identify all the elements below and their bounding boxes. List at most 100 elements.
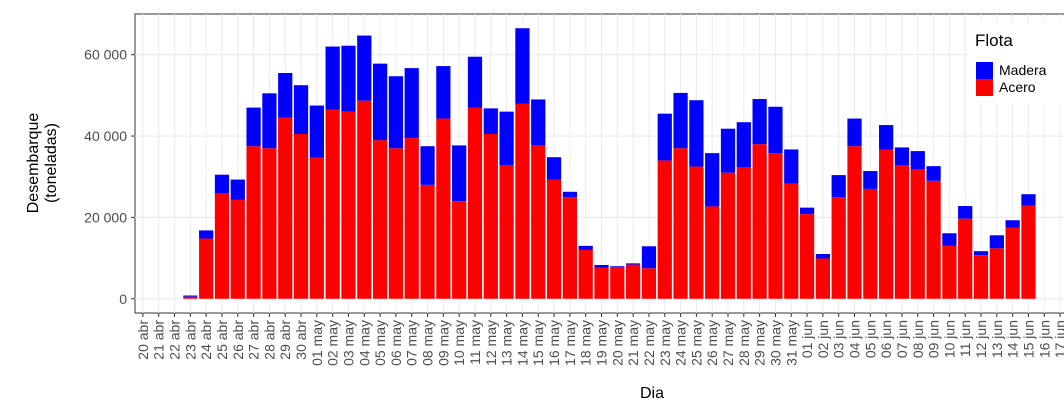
x-tick-label: 08 jun bbox=[910, 320, 926, 358]
bar bbox=[372, 140, 388, 299]
bar bbox=[705, 153, 720, 207]
x-tick-label: 03 jun bbox=[831, 320, 847, 358]
x-tick-label: 05 jun bbox=[862, 320, 878, 358]
bar bbox=[420, 184, 435, 299]
legend-swatch bbox=[976, 62, 993, 79]
bar bbox=[230, 199, 245, 299]
x-tick-label: 08 may bbox=[420, 320, 436, 366]
bar bbox=[214, 192, 230, 299]
bar bbox=[483, 134, 498, 299]
bar bbox=[799, 207, 815, 215]
bar bbox=[578, 249, 593, 299]
bar bbox=[467, 107, 483, 299]
x-tick-label: 02 may bbox=[325, 320, 341, 366]
bar bbox=[1005, 220, 1020, 228]
bar bbox=[183, 295, 198, 297]
bar bbox=[673, 148, 688, 299]
x-tick-label: 26 abr bbox=[230, 320, 246, 360]
x-tick-label: 17 may bbox=[562, 320, 578, 366]
bar bbox=[546, 179, 562, 299]
x-tick-label: 11 jun bbox=[957, 320, 973, 357]
bar bbox=[942, 245, 957, 299]
x-tick-label: 21 abr bbox=[151, 320, 167, 360]
x-tick-label: 09 may bbox=[435, 320, 451, 366]
x-tick-label: 21 may bbox=[625, 320, 641, 366]
x-tick-label: 07 jun bbox=[894, 320, 910, 358]
bar bbox=[594, 264, 609, 268]
bar bbox=[863, 188, 878, 299]
bar bbox=[863, 171, 878, 189]
legend-label: Madera bbox=[999, 62, 1047, 78]
x-tick-label: 03 may bbox=[340, 320, 356, 366]
bar bbox=[230, 179, 245, 200]
x-tick-label: 24 abr bbox=[198, 320, 214, 360]
bar bbox=[531, 99, 546, 145]
y-tick-label: 40 000 bbox=[84, 128, 127, 144]
x-tick-label: 01 jun bbox=[799, 320, 815, 358]
x-tick-label: 28 abr bbox=[261, 320, 277, 360]
y-tick-label: 60 000 bbox=[84, 47, 127, 63]
x-tick-label: 11 may bbox=[467, 320, 483, 365]
bar bbox=[847, 118, 862, 147]
bar bbox=[531, 144, 546, 299]
bar bbox=[926, 180, 941, 299]
x-tick-label: 30 may bbox=[767, 320, 783, 366]
bar bbox=[214, 174, 230, 193]
legend-label: Acero bbox=[999, 79, 1036, 95]
x-tick-label: 23 abr bbox=[182, 320, 198, 360]
bar bbox=[515, 103, 530, 299]
bar bbox=[799, 214, 815, 299]
x-tick-label: 25 abr bbox=[214, 320, 230, 360]
x-tick-label: 12 may bbox=[483, 320, 499, 366]
x-tick-label: 17 jun bbox=[1052, 320, 1064, 358]
x-tick-label: 18 may bbox=[578, 320, 594, 366]
x-tick-label: 10 jun bbox=[941, 320, 957, 358]
bar bbox=[610, 267, 625, 299]
x-tick-label: 13 may bbox=[499, 320, 515, 366]
x-tick-label: 16 jun bbox=[1036, 320, 1052, 358]
x-tick-label: 31 may bbox=[783, 320, 799, 366]
bar bbox=[262, 148, 277, 299]
x-tick-label: 07 may bbox=[404, 320, 420, 366]
bar bbox=[452, 145, 467, 202]
legend-swatch bbox=[976, 79, 993, 96]
bar bbox=[689, 166, 704, 299]
bar bbox=[325, 109, 340, 299]
x-tick-label: 04 may bbox=[356, 320, 372, 366]
bar bbox=[657, 160, 672, 299]
bar bbox=[610, 266, 625, 268]
bar bbox=[309, 105, 324, 158]
bar bbox=[989, 248, 1004, 299]
x-tick-label: 15 jun bbox=[1020, 320, 1036, 358]
x-tick-label: 23 may bbox=[657, 320, 673, 366]
x-tick-label: 06 may bbox=[388, 320, 404, 366]
bar bbox=[483, 108, 498, 135]
bar bbox=[278, 117, 293, 299]
bar bbox=[562, 197, 577, 299]
bar bbox=[546, 157, 562, 180]
x-tick-label: 28 may bbox=[736, 320, 752, 366]
bar bbox=[357, 100, 372, 299]
bar bbox=[404, 68, 419, 139]
y-axis-title: Desembarque bbox=[25, 113, 42, 214]
bar bbox=[562, 191, 577, 198]
x-tick-label: 29 abr bbox=[277, 320, 293, 360]
bar bbox=[910, 151, 925, 170]
bar bbox=[499, 111, 514, 166]
bar bbox=[372, 63, 388, 141]
bar bbox=[736, 167, 751, 299]
bar bbox=[1021, 205, 1036, 299]
x-tick-label: 22 abr bbox=[167, 320, 183, 360]
bar bbox=[705, 206, 720, 299]
bar bbox=[768, 106, 783, 154]
bar bbox=[515, 28, 530, 104]
bar bbox=[879, 125, 894, 150]
bar bbox=[847, 146, 862, 299]
x-tick-label: 20 abr bbox=[135, 320, 151, 360]
x-tick-label: 13 jun bbox=[989, 320, 1005, 358]
bar bbox=[293, 134, 309, 299]
bar bbox=[388, 148, 404, 299]
bar bbox=[404, 138, 419, 299]
bar bbox=[293, 85, 309, 135]
bar bbox=[641, 268, 657, 299]
